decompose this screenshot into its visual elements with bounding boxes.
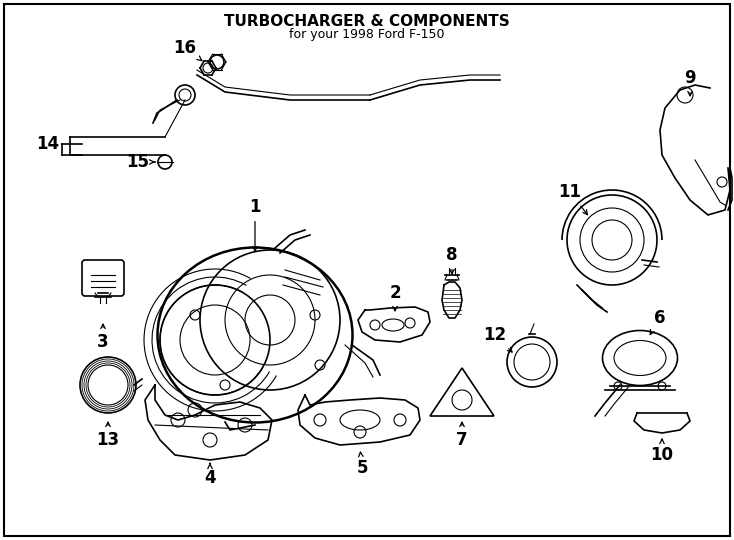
Text: 5: 5 xyxy=(356,452,368,477)
Text: 1: 1 xyxy=(250,198,261,251)
Text: TURBOCHARGER & COMPONENTS: TURBOCHARGER & COMPONENTS xyxy=(224,14,510,29)
Text: 15: 15 xyxy=(126,153,155,171)
Text: 7: 7 xyxy=(457,422,468,449)
Text: 2: 2 xyxy=(389,284,401,311)
Text: 8: 8 xyxy=(446,246,458,274)
Text: 11: 11 xyxy=(559,183,587,215)
Text: 6: 6 xyxy=(650,309,666,334)
Text: 14: 14 xyxy=(37,135,59,153)
Text: 9: 9 xyxy=(684,69,696,96)
Text: 4: 4 xyxy=(204,463,216,487)
Text: 16: 16 xyxy=(173,39,202,60)
Text: 13: 13 xyxy=(96,422,120,449)
Text: 12: 12 xyxy=(484,326,512,352)
Text: 3: 3 xyxy=(97,324,109,351)
Text: 10: 10 xyxy=(650,439,674,464)
Text: for your 1998 Ford F-150: for your 1998 Ford F-150 xyxy=(289,28,445,41)
